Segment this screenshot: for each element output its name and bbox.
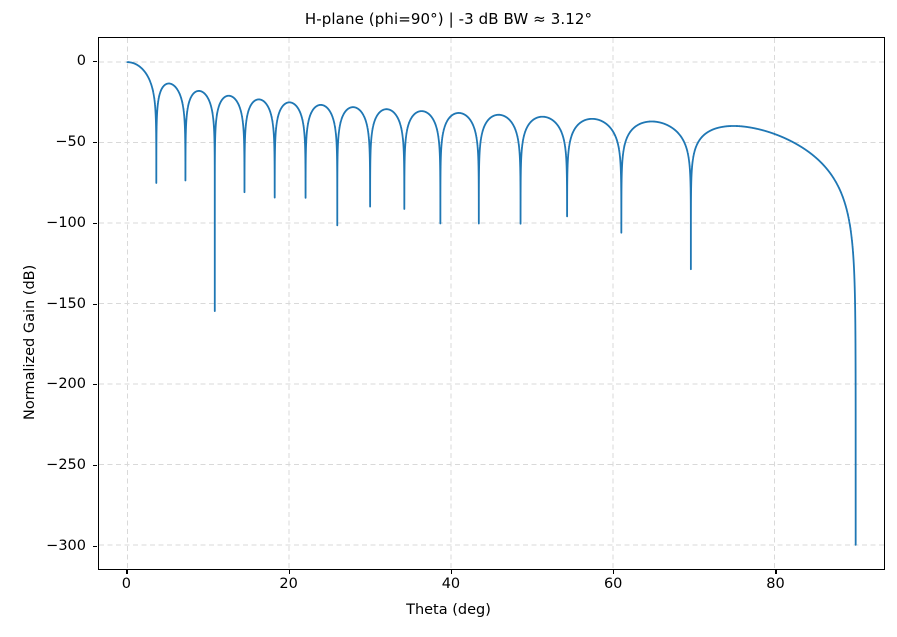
y-tick-mark [93,141,97,144]
x-tick-label: 40 [441,576,461,592]
x-axis-label: Theta (deg) [406,602,491,618]
x-tick-label: 0 [121,576,131,592]
x-tick-mark [775,570,777,574]
y-tick-mark [93,384,97,386]
x-tick-label: 20 [279,576,298,592]
x-tick-mark [450,570,453,574]
x-tick-label: 60 [603,576,623,592]
y-tick-label: 0 [76,53,86,70]
y-tick-mark [93,303,97,305]
y-axis-label: Normalized Gain (dB) [22,264,38,420]
y-tick-mark [93,222,97,224]
h-plane-pattern-curve [127,62,855,545]
x-tick-mark [288,570,290,574]
y-tick-mark [93,465,97,467]
y-tick-label: −300 [46,537,86,554]
x-tick-mark [613,570,615,574]
grid-lines [99,38,884,569]
y-tick-mark [93,61,97,63]
y-tick-mark [93,545,97,547]
y-tick-label: −100 [46,214,86,231]
y-tick-label: −250 [46,457,86,473]
chart-title: H-plane (phi=90°) | -3 dB BW ≈ 3.12° [304,10,593,28]
data-curve-layer [99,38,884,569]
y-tick-label: −50 [55,133,86,150]
x-tick-mark [126,570,128,574]
plot-area [98,37,885,570]
y-tick-label: −150 [46,295,86,312]
x-tick-label: 80 [766,576,785,592]
y-tick-label: −200 [46,376,86,393]
